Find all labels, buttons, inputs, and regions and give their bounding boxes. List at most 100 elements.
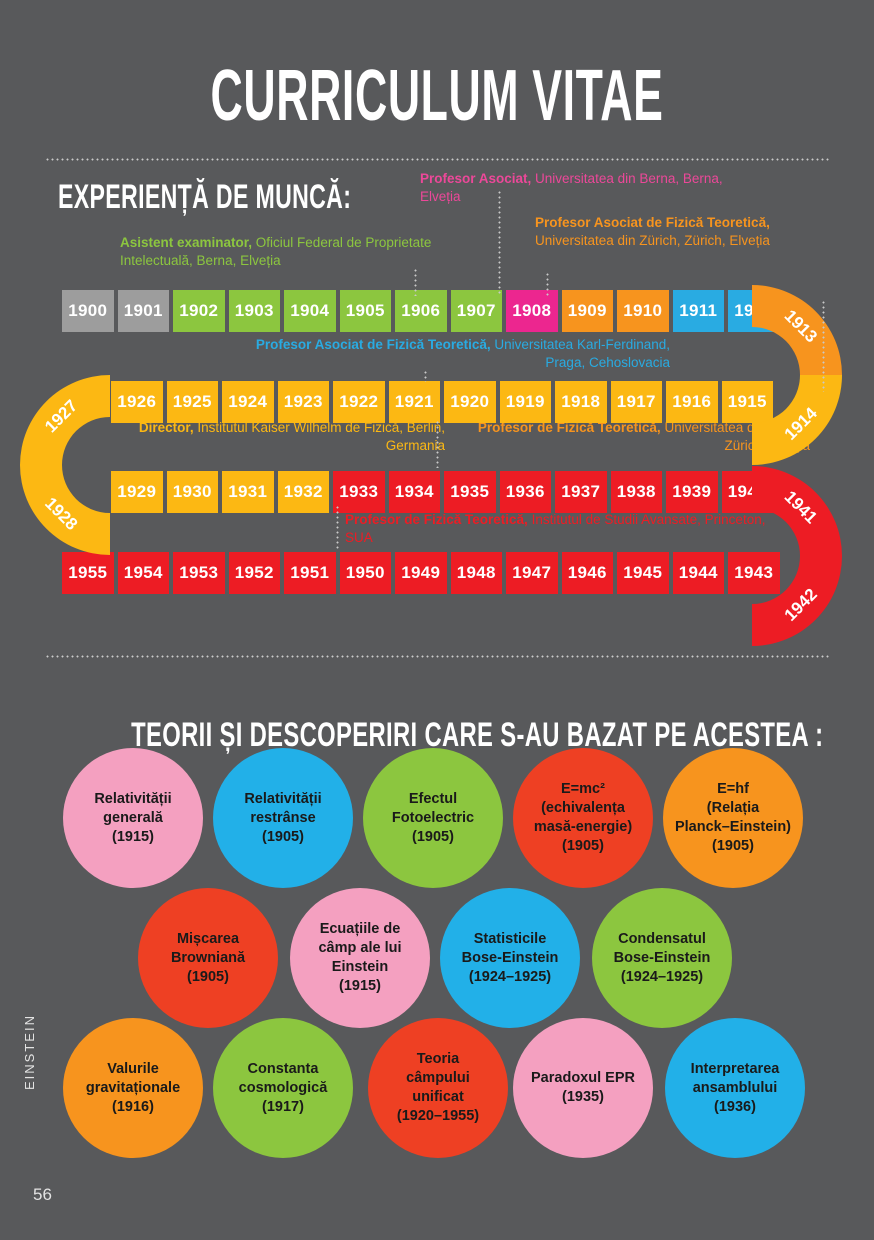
timeline-year-1935[interactable]: 1935 bbox=[444, 471, 496, 513]
timeline-year-1911[interactable]: 1911 bbox=[672, 290, 724, 332]
theory-circle-efectul-fotoelectric[interactable]: Efectul Fotoelectric (1905) bbox=[363, 748, 503, 888]
timeline-year-1949[interactable]: 1949 bbox=[395, 552, 447, 594]
timeline-year-1932[interactable]: 1932 bbox=[277, 471, 329, 513]
theory-circle-label: Relativității generală (1915) bbox=[94, 790, 172, 845]
timeline-year-1920[interactable]: 1920 bbox=[444, 381, 496, 423]
annotation-asistent-examinator: Asistent examinator, Oficiul Federal de … bbox=[120, 234, 470, 270]
theory-circle-label: Condensatul Bose-Einstein (1924–1925) bbox=[613, 930, 711, 985]
page-title: CURRICULUM VITAE bbox=[210, 56, 664, 136]
timeline-year-1915[interactable]: 1915 bbox=[721, 381, 773, 423]
timeline-year-1903[interactable]: 1903 bbox=[228, 290, 280, 332]
theory-circle-valurile-gravitationale[interactable]: Valurile gravitaționale (1916) bbox=[63, 1018, 203, 1158]
annotation-profesor-asociat-berna: Profesor Asociat, Universitatea din Bern… bbox=[420, 170, 750, 206]
timeline-year-1945[interactable]: 1945 bbox=[617, 552, 669, 594]
timeline-year-1908[interactable]: 1908 bbox=[506, 290, 558, 332]
timeline-year-1936[interactable]: 1936 bbox=[499, 471, 551, 513]
divider-middle bbox=[45, 655, 829, 658]
theory-circle-condensatul-bose-einstein[interactable]: Condensatul Bose-Einstein (1924–1925) bbox=[592, 888, 732, 1028]
page-number: 56 bbox=[33, 1185, 52, 1204]
theory-circle-e-hf[interactable]: E=hf (Relația Planck–Einstein) (1905) bbox=[663, 748, 803, 888]
theory-circle-label: Paradoxul EPR (1935) bbox=[531, 1070, 635, 1105]
timeline-year-1924[interactable]: 1924 bbox=[222, 381, 274, 423]
theory-circle-paradoxul-epr[interactable]: Paradoxul EPR (1935) bbox=[513, 1018, 653, 1158]
annotation-role: Profesor de Fizică Teoretică, bbox=[345, 512, 528, 527]
timeline-year-1921[interactable]: 1921 bbox=[388, 381, 440, 423]
theory-circle-label: Constanta cosmologică (1917) bbox=[238, 1060, 328, 1115]
annotation-role: Profesor Asociat de Fizică Teoretică, bbox=[535, 215, 770, 230]
timeline-year-1902[interactable]: 1902 bbox=[173, 290, 225, 332]
timeline-year-1916[interactable]: 1916 bbox=[666, 381, 718, 423]
timeline-year-1909[interactable]: 1909 bbox=[561, 290, 613, 332]
timeline-year-1926[interactable]: 1926 bbox=[111, 381, 163, 423]
timeline-year-1946[interactable]: 1946 bbox=[561, 552, 613, 594]
timeline-year-1933[interactable]: 1933 bbox=[333, 471, 385, 513]
divider-top bbox=[45, 158, 829, 161]
book-side-label: EINSTEIN bbox=[22, 1014, 37, 1090]
theory-circle-teoria-campului-unificat[interactable]: Teoria câmpului unificat (1920–1955) bbox=[368, 1018, 508, 1158]
theory-circle-label: Efectul Fotoelectric (1905) bbox=[391, 790, 475, 845]
timeline-year-1917[interactable]: 1917 bbox=[610, 381, 662, 423]
timeline-year-1937[interactable]: 1937 bbox=[555, 471, 607, 513]
theory-circle-label: Mișcarea Browniană (1905) bbox=[170, 930, 246, 985]
theory-circle-statisticile-bose-einstein[interactable]: Statisticile Bose-Einstein (1924–1925) bbox=[440, 888, 580, 1028]
timeline-year-1910[interactable]: 1910 bbox=[617, 290, 669, 332]
timeline-row: 1929 1930 1931 1932 1933 1934 1935 1936 1937 1938… bbox=[0, 471, 874, 513]
timeline-year-1938[interactable]: 1938 bbox=[610, 471, 662, 513]
timeline-year-1931[interactable]: 1931 bbox=[222, 471, 274, 513]
timeline-year-1955[interactable]: 1955 bbox=[62, 552, 114, 594]
theory-circle-label: E=mc² (echivalența masă-energie) (1905) bbox=[533, 781, 633, 854]
theory-circle-label: Statisticile Bose-Einstein (1924–1925) bbox=[461, 930, 559, 985]
annotation-profesor-asociat-zurich: Profesor Asociat de Fizică Teoretică, Un… bbox=[535, 214, 845, 250]
timeline-year-1934[interactable]: 1934 bbox=[388, 471, 440, 513]
timeline-year-1948[interactable]: 1948 bbox=[450, 552, 502, 594]
timeline-year-1923[interactable]: 1923 bbox=[277, 381, 329, 423]
timeline-year-1918[interactable]: 1918 bbox=[555, 381, 607, 423]
timeline-year-1905[interactable]: 1905 bbox=[339, 290, 391, 332]
annotation-role: Asistent examinator, bbox=[120, 235, 253, 250]
theory-circle-relativitatii-restranse[interactable]: Relativității restrânse (1905) bbox=[213, 748, 353, 888]
timeline-row: 1955 1954 1953 1952 1951 1950 1949 1948 1947 1946… bbox=[0, 552, 874, 594]
timeline-year-1951[interactable]: 1951 bbox=[284, 552, 336, 594]
annotation-role: Profesor Asociat, bbox=[420, 171, 532, 186]
theory-circle-constanta-cosmologica[interactable]: Constanta cosmologică (1917) bbox=[213, 1018, 353, 1158]
theory-circle-label: Relativității restrânse (1905) bbox=[244, 790, 322, 845]
annotation-profesor-princeton: Profesor de Fizică Teoretică, Institutul… bbox=[345, 511, 785, 547]
theory-circle-label: Interpretarea ansamblului (1936) bbox=[690, 1060, 780, 1115]
timeline-year-1953[interactable]: 1953 bbox=[173, 552, 225, 594]
timeline-year-1943[interactable]: 1943 bbox=[728, 552, 780, 594]
theory-circle-miscarea-browniana[interactable]: Mișcarea Browniană (1905) bbox=[138, 888, 278, 1028]
theories-heading: TEORII ȘI DESCOPERIRI CARE S-AU BAZAT PE… bbox=[131, 716, 824, 754]
timeline-year-1922[interactable]: 1922 bbox=[333, 381, 385, 423]
theory-circle-relativitatii-generala[interactable]: Relativității generală (1915) bbox=[63, 748, 203, 888]
timeline-year-1906[interactable]: 1906 bbox=[395, 290, 447, 332]
timeline-year-1954[interactable]: 1954 bbox=[117, 552, 169, 594]
connector-director bbox=[436, 420, 439, 468]
annotation-detail: Institutul de Studii Avansate, Princeton… bbox=[345, 512, 766, 545]
annotation-detail: Universitatea Karl-Ferdinand, Praga, Ceh… bbox=[490, 337, 670, 370]
work-experience-heading: EXPERIENȚĂ DE MUNCĂ: bbox=[58, 178, 352, 216]
connector-berna bbox=[498, 190, 501, 295]
theory-circle-interpretarea-ansamblului[interactable]: Interpretarea ansamblului (1936) bbox=[665, 1018, 805, 1158]
timeline-year-1939[interactable]: 1939 bbox=[666, 471, 718, 513]
theory-circle-ecuatiile-de-camp[interactable]: Ecuațiile de câmp ale lui Einstein (1915) bbox=[290, 888, 430, 1028]
timeline-year-1901[interactable]: 1901 bbox=[117, 290, 169, 332]
timeline-year-1952[interactable]: 1952 bbox=[228, 552, 280, 594]
theory-circle-e-mc2[interactable]: E=mc² (echivalența masă-energie) (1905) bbox=[513, 748, 653, 888]
timeline-year-1930[interactable]: 1930 bbox=[166, 471, 218, 513]
timeline-year-1925[interactable]: 1925 bbox=[166, 381, 218, 423]
timeline-year-1900[interactable]: 1900 bbox=[62, 290, 114, 332]
annotation-role: Profesor de Fizică Teoretică, bbox=[477, 420, 661, 435]
annotation-detail: Institutul Kaiser Wilhelm de Fizică, Ber… bbox=[193, 420, 445, 453]
timeline-year-1919[interactable]: 1919 bbox=[499, 381, 551, 423]
timeline-year-1944[interactable]: 1944 bbox=[672, 552, 724, 594]
timeline-year-1904[interactable]: 1904 bbox=[284, 290, 336, 332]
annotation-director-kaiser-wilhelm: Director, Institutul Kaiser Wilhelm de F… bbox=[120, 419, 445, 455]
timeline-year-1950[interactable]: 1950 bbox=[339, 552, 391, 594]
timeline-year-1907[interactable]: 1907 bbox=[450, 290, 502, 332]
theory-circle-label: Teoria câmpului unificat (1920–1955) bbox=[396, 1051, 480, 1124]
timeline-year-1929[interactable]: 1929 bbox=[111, 471, 163, 513]
timeline-year-1947[interactable]: 1947 bbox=[506, 552, 558, 594]
